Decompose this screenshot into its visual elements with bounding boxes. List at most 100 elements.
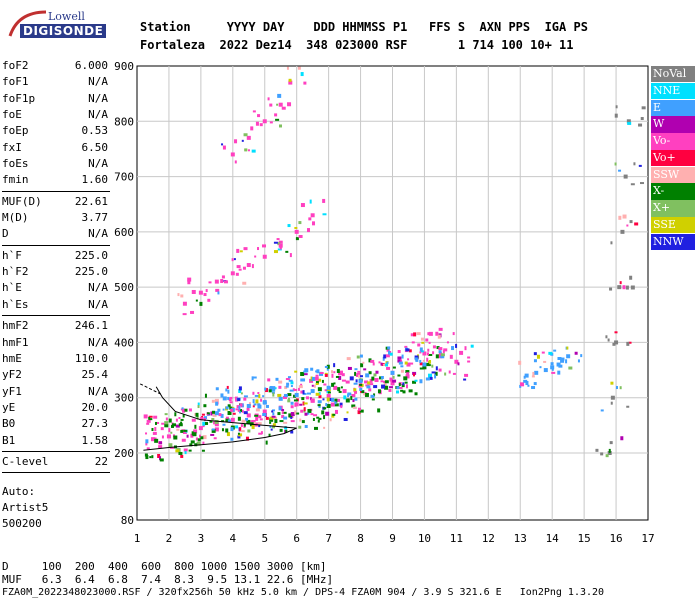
- echo-dot: [262, 413, 267, 417]
- echo-dot: [257, 404, 262, 409]
- echo-dot: [407, 358, 410, 361]
- echo-dot: [227, 389, 230, 394]
- data-point: [182, 301, 187, 306]
- echo-dot: [245, 436, 249, 441]
- echo-dot: [438, 368, 442, 372]
- echo-dot: [243, 247, 248, 251]
- echo-dot: [401, 384, 405, 388]
- echo-dot: [600, 452, 604, 456]
- param-row: foEp 0.53: [2, 123, 110, 139]
- echo-dot: [191, 289, 196, 294]
- echo-dot: [191, 431, 194, 436]
- data-point: [307, 408, 312, 413]
- echo-dot: [324, 389, 328, 392]
- echo-dot: [553, 349, 557, 352]
- echo-dot: [440, 353, 445, 357]
- data-point: [262, 119, 267, 124]
- echo-dot: [359, 383, 363, 386]
- echo-dot: [346, 357, 351, 361]
- echo-dot: [283, 416, 288, 420]
- echo-dot: [161, 422, 166, 425]
- echo-dot: [202, 441, 205, 445]
- echo-dot: [275, 377, 279, 381]
- echo-dot: [178, 423, 183, 427]
- data-point: [556, 362, 561, 367]
- echo-dot: [298, 234, 303, 238]
- echo-dot: [212, 410, 216, 414]
- echo-dot: [629, 275, 633, 280]
- echo-dot: [302, 392, 307, 395]
- echo-dot: [252, 405, 255, 408]
- echo-dot: [250, 420, 254, 425]
- echo-dot: [370, 394, 375, 398]
- dashed-extrapolation: [139, 383, 163, 396]
- echo-dot: [196, 415, 199, 420]
- echo-dot: [431, 371, 436, 374]
- echo-dot: [615, 386, 618, 390]
- echo-dot: [357, 407, 361, 411]
- data-point: [211, 428, 216, 433]
- echo-dot: [293, 399, 298, 402]
- x-tick-label: 12: [482, 532, 495, 545]
- echo-dot: [355, 379, 358, 383]
- echo-dot: [260, 398, 263, 402]
- data-point: [342, 389, 347, 394]
- echo-dot: [352, 399, 355, 403]
- data-point: [262, 400, 267, 405]
- data-point: [422, 365, 427, 370]
- header-line-2: Fortaleza 2022 Dez14 348 023000 RSF 1 71…: [140, 38, 574, 52]
- echo-dot: [317, 387, 322, 392]
- echo-dot: [281, 408, 285, 411]
- param-name: foEp: [2, 124, 29, 138]
- echo-dot: [626, 341, 630, 346]
- echo-dot: [384, 380, 389, 384]
- echo-dot: [388, 388, 392, 392]
- echo-dot: [240, 409, 243, 413]
- param-row: h`F2 225.0: [2, 264, 110, 280]
- echo-dot: [426, 357, 429, 362]
- echo-dot: [145, 442, 148, 446]
- echo-dot: [287, 102, 292, 107]
- echo-dot: [276, 103, 279, 106]
- echo-dot: [207, 298, 211, 302]
- echo-dot: [304, 412, 308, 416]
- echo-dot: [181, 438, 186, 442]
- echo-dot: [324, 365, 328, 368]
- echo-dot: [299, 403, 303, 406]
- echo-dot: [287, 399, 291, 403]
- param-value: 6.50: [81, 140, 109, 154]
- echo-dot: [175, 424, 180, 428]
- echo-dot: [574, 351, 578, 355]
- param-row: foF2 6.000: [2, 58, 110, 74]
- echo-dot: [211, 399, 215, 403]
- param-value: N/A: [88, 157, 108, 171]
- echo-dot: [303, 370, 308, 373]
- x-tick-label: 3: [198, 532, 205, 545]
- echo-dot: [240, 392, 243, 395]
- param-value: 225.0: [74, 265, 108, 279]
- echo-dot: [386, 366, 391, 370]
- echo-dot: [193, 429, 198, 434]
- data-point: [326, 394, 331, 399]
- echo-dot: [614, 331, 618, 334]
- echo-dot: [308, 217, 312, 221]
- echo-dot: [415, 358, 419, 362]
- x-tick-label: 13: [514, 532, 527, 545]
- echo-dot: [369, 383, 374, 386]
- echo-dot: [295, 412, 300, 415]
- echo-dot: [610, 401, 613, 405]
- echo-dot: [371, 376, 375, 381]
- echo-dot: [229, 396, 233, 399]
- echo-dot: [202, 425, 205, 428]
- echo-dot: [239, 411, 242, 414]
- data-point: [358, 379, 363, 384]
- echo-dot: [182, 409, 186, 413]
- param-value: N/A: [88, 227, 108, 241]
- echo-dot: [297, 387, 300, 391]
- data-point: [626, 119, 631, 124]
- data-point: [326, 385, 331, 390]
- echo-dot: [148, 415, 153, 418]
- echo-dot: [307, 392, 312, 395]
- echo-dot: [322, 213, 327, 216]
- echo-dot: [323, 415, 326, 420]
